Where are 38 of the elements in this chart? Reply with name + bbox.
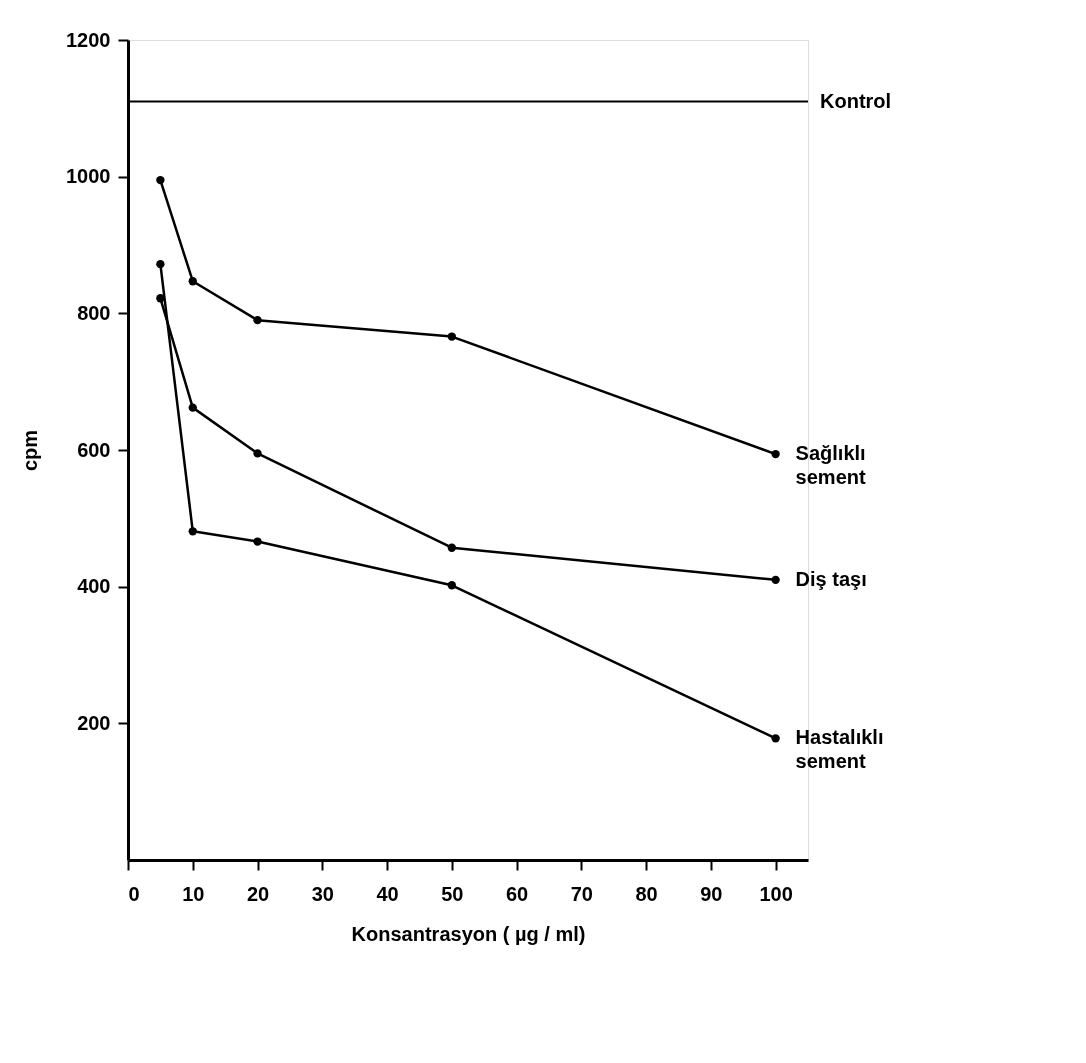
x-tick-label: 90 xyxy=(700,882,723,905)
point xyxy=(156,175,165,185)
y-axis-title: cpm xyxy=(19,429,42,472)
x-tick-label: 0 xyxy=(128,882,140,905)
point xyxy=(771,575,780,585)
ref-line-label: Kontrol xyxy=(820,89,892,112)
y-tick-label: 800 xyxy=(77,301,111,324)
point xyxy=(156,259,165,269)
series-label: Sağlıklı sement xyxy=(795,442,866,489)
point xyxy=(188,403,197,412)
series-label: Diş taşı xyxy=(795,567,867,590)
x-tick-label: 20 xyxy=(246,882,270,905)
point xyxy=(156,294,165,303)
point xyxy=(253,537,262,546)
series-label: Hastalıklı sement xyxy=(795,726,884,773)
x-tick-label: 60 xyxy=(505,882,529,905)
point xyxy=(771,734,780,743)
y-tick-label: 200 xyxy=(77,711,111,734)
x-tick-label: 40 xyxy=(376,882,399,905)
y-tick-label: 600 xyxy=(77,438,111,461)
point xyxy=(188,277,197,286)
y-tick-label: 1200 xyxy=(66,28,111,51)
x-tick-label: 70 xyxy=(570,882,593,905)
y-tick-label: 400 xyxy=(77,575,111,598)
point xyxy=(253,315,262,325)
point xyxy=(771,449,780,459)
x-tick-label: 10 xyxy=(182,882,205,905)
point xyxy=(447,332,456,341)
point xyxy=(447,581,456,590)
x-tick-label: 50 xyxy=(441,882,464,905)
x-tick-label: 100 xyxy=(759,882,793,905)
y-tick-label: 1000 xyxy=(66,165,111,188)
point xyxy=(253,449,262,458)
point xyxy=(447,543,456,552)
x-axis-title: Konsantrasyon ( µg / ml) xyxy=(351,922,586,945)
x-tick-label: 80 xyxy=(635,882,658,905)
x-tick-label: 30 xyxy=(311,882,334,905)
point xyxy=(188,527,197,536)
